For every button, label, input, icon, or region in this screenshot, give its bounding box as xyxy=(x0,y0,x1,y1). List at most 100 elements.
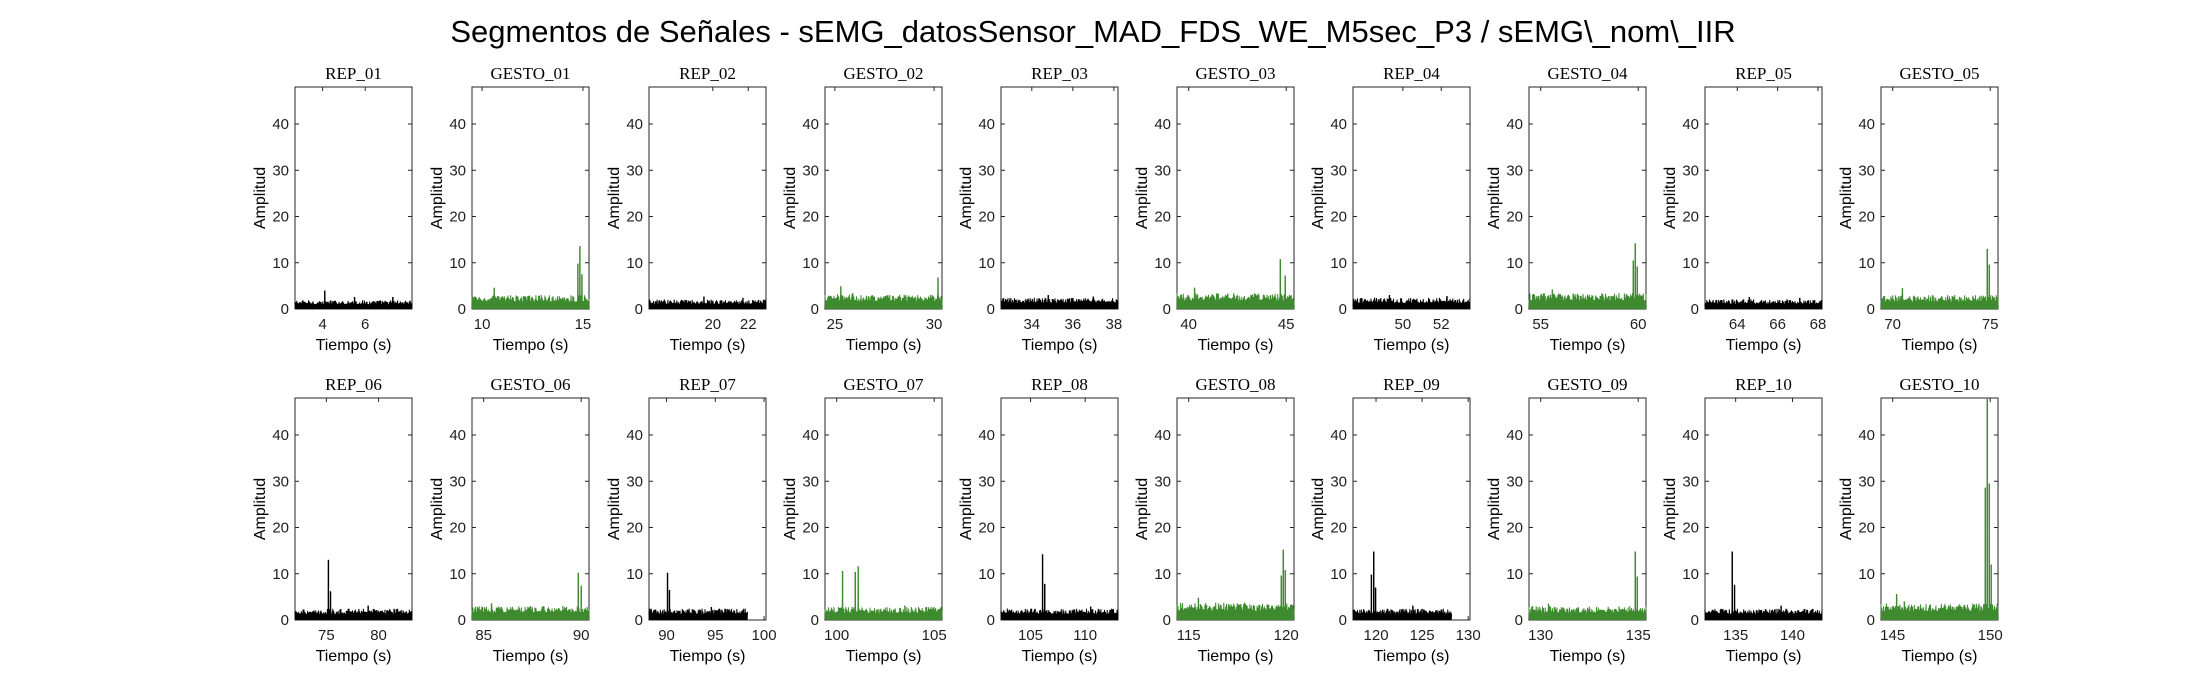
plot-frame xyxy=(824,86,943,310)
y-tick-label: 30 xyxy=(978,473,995,490)
y-tick-label: 20 xyxy=(1154,520,1171,537)
y-axis-label: Amplitud xyxy=(252,167,269,229)
y-tick-label: 40 xyxy=(272,116,289,133)
y-tick-label: 10 xyxy=(978,255,995,272)
y-tick-label: 0 xyxy=(1691,301,1699,318)
y-axis-label: Amplitud xyxy=(1486,478,1503,540)
y-tick-label: 30 xyxy=(1154,473,1171,490)
x-tick-label: 15 xyxy=(575,316,592,333)
x-tick-label: 64 xyxy=(1729,316,1746,333)
y-tick-label: 30 xyxy=(978,162,995,179)
x-tick-label: 105 xyxy=(1018,627,1043,644)
signal-trace xyxy=(1352,295,1471,310)
y-tick-label: 10 xyxy=(626,255,643,272)
plot-frame xyxy=(1176,397,1295,621)
subplot-rep-07: REP_07 0 10 20 30 40 90 95 100 Tiempo (s) Amplitud xyxy=(606,375,777,665)
x-axis-label: Tiempo (s) xyxy=(1726,648,1802,665)
y-axis-label: Amplitud xyxy=(1838,478,1855,540)
x-tick-label: 120 xyxy=(1364,627,1389,644)
y-tick-label: 20 xyxy=(1506,520,1523,537)
plot-frame xyxy=(1352,397,1471,621)
x-axis-label: Tiempo (s) xyxy=(316,337,392,354)
x-axis-label: Tiempo (s) xyxy=(1550,648,1626,665)
x-axis-label: Tiempo (s) xyxy=(1374,648,1450,665)
signal-trace xyxy=(1176,259,1295,310)
x-axis-label: Tiempo (s) xyxy=(1374,337,1450,354)
x-tick-label: 85 xyxy=(475,627,492,644)
y-tick-label: 30 xyxy=(1858,473,1875,490)
y-tick-label: 40 xyxy=(626,116,643,133)
y-tick-label: 10 xyxy=(1858,566,1875,583)
y-tick-label: 30 xyxy=(802,473,819,490)
plot-frame xyxy=(1528,86,1647,310)
x-tick-label: 150 xyxy=(1978,627,2003,644)
y-tick-label: 10 xyxy=(1330,255,1347,272)
y-tick-label: 40 xyxy=(1682,116,1699,133)
y-tick-label: 20 xyxy=(626,209,643,226)
x-tick-label: 130 xyxy=(1528,627,1553,644)
y-tick-label: 20 xyxy=(1858,209,1875,226)
y-tick-label: 40 xyxy=(978,427,995,444)
y-tick-label: 40 xyxy=(1682,427,1699,444)
signal-band xyxy=(1881,615,1998,620)
subplot-gesto-01: GESTO_01 0 10 20 30 40 10 15 Tiempo (s) Amplitud xyxy=(429,64,591,354)
y-tick-label: 40 xyxy=(1330,427,1347,444)
y-axis-label: Amplitud xyxy=(252,478,269,540)
x-tick-label: 38 xyxy=(1106,316,1123,333)
y-tick-label: 10 xyxy=(802,255,819,272)
y-tick-label: 40 xyxy=(802,116,819,133)
y-tick-label: 0 xyxy=(987,301,995,318)
subplot-title: GESTO_08 xyxy=(1196,375,1276,394)
signal-band xyxy=(472,616,589,620)
x-axis-label: Tiempo (s) xyxy=(493,648,569,665)
signal-band xyxy=(1705,616,1822,620)
y-tick-label: 40 xyxy=(1154,427,1171,444)
y-tick-label: 30 xyxy=(1506,162,1523,179)
subplot-rep-05: REP_05 0 10 20 30 40 64 66 68 Tiempo (s) Amplitud xyxy=(1662,64,1826,354)
y-tick-label: 10 xyxy=(449,566,466,583)
y-axis-label: Amplitud xyxy=(606,167,623,229)
y-tick-label: 20 xyxy=(978,520,995,537)
y-tick-label: 0 xyxy=(1515,301,1523,318)
y-axis-label: Amplitud xyxy=(1310,478,1327,540)
subplot-rep-03: REP_03 0 10 20 30 40 34 36 38 Tiempo (s) Amplitud xyxy=(958,64,1122,354)
signal-band xyxy=(649,616,748,620)
x-tick-label: 75 xyxy=(318,627,335,644)
y-tick-label: 0 xyxy=(1691,612,1699,629)
subplot-title: REP_09 xyxy=(1383,375,1440,394)
signal-band xyxy=(1705,306,1822,309)
signal-band xyxy=(1177,304,1294,309)
signal-band xyxy=(825,616,942,620)
x-tick-label: 40 xyxy=(1180,316,1197,333)
x-tick-label: 10 xyxy=(474,316,491,333)
subplot-rep-01: REP_01 0 10 20 30 40 4 6 Tiempo (s) Amplitud xyxy=(252,64,413,354)
y-tick-label: 30 xyxy=(272,473,289,490)
x-tick-label: 80 xyxy=(370,627,387,644)
y-tick-label: 0 xyxy=(1339,301,1347,318)
x-tick-label: 135 xyxy=(1723,627,1748,644)
x-tick-label: 70 xyxy=(1884,316,1901,333)
x-tick-label: 4 xyxy=(318,316,326,333)
y-tick-label: 0 xyxy=(1339,612,1347,629)
y-tick-label: 40 xyxy=(1858,427,1875,444)
y-axis-label: Amplitud xyxy=(606,478,623,540)
y-tick-label: 30 xyxy=(1682,162,1699,179)
y-axis-label: Amplitud xyxy=(958,167,975,229)
x-axis-label: Tiempo (s) xyxy=(846,337,922,354)
x-tick-label: 75 xyxy=(1982,316,1999,333)
x-tick-label: 66 xyxy=(1769,316,1786,333)
signal-band xyxy=(1001,305,1118,309)
y-axis-label: Amplitud xyxy=(429,167,446,229)
y-tick-label: 30 xyxy=(1858,162,1875,179)
x-tick-label: 25 xyxy=(827,316,844,333)
subplot-title: GESTO_02 xyxy=(844,64,924,83)
signal-band xyxy=(1177,615,1294,620)
y-tick-label: 30 xyxy=(1154,162,1171,179)
x-axis-label: Tiempo (s) xyxy=(670,337,746,354)
y-tick-label: 40 xyxy=(1506,427,1523,444)
subplot-title: GESTO_06 xyxy=(491,375,571,394)
